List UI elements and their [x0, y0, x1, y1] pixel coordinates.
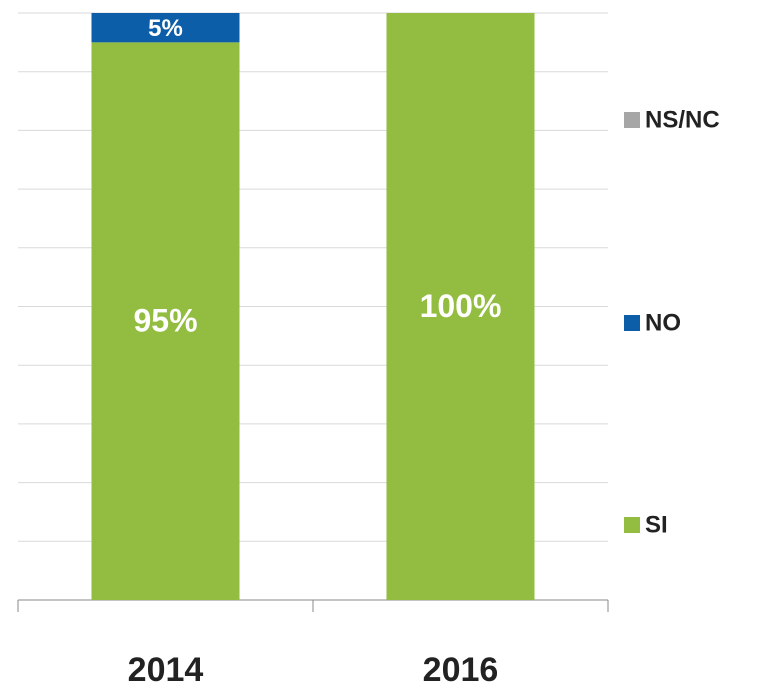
bar-segment: [91, 13, 240, 43]
data-label: 100%: [420, 288, 502, 324]
bar-segment: [386, 13, 535, 600]
data-label: 95%: [133, 303, 197, 339]
x-tick-label: 2014: [128, 651, 204, 689]
bar-segment: [91, 42, 240, 601]
data-label: 5%: [148, 15, 183, 42]
legend-swatch: [624, 517, 640, 533]
legend-label: NS/NC: [645, 106, 720, 133]
legend-label: NO: [645, 309, 681, 336]
x-tick-label: 2016: [423, 651, 499, 689]
legend-label: SI: [645, 511, 668, 538]
legend-swatch: [624, 112, 640, 128]
legend-swatch: [624, 315, 640, 331]
